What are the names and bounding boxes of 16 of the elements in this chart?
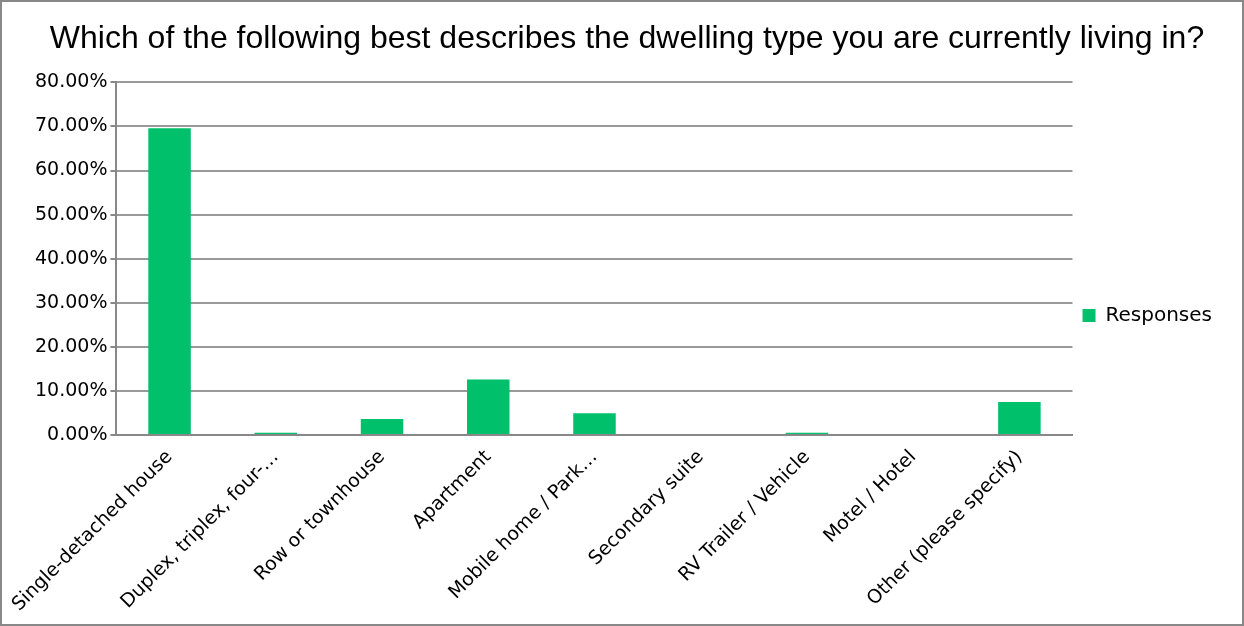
y-tick-label: 0.00% (47, 421, 108, 444)
bar (360, 419, 404, 434)
y-tick-label: 70.00% (34, 113, 108, 136)
y-tick-label: 80.00% (34, 69, 108, 92)
y-tick-label: 60.00% (34, 157, 108, 180)
bar (998, 401, 1041, 434)
y-tick-label: 20.00% (34, 333, 108, 356)
y-tick-label: 50.00% (34, 201, 108, 224)
bar (573, 413, 616, 434)
bar (467, 379, 510, 434)
bar (148, 128, 191, 434)
legend-label: Responses (1105, 301, 1213, 326)
chart-title: Which of the following best describes the dwelling type you are currently living in? (49, 19, 1205, 56)
y-tick-label: 40.00% (34, 245, 108, 268)
y-tick-label: 10.00% (34, 377, 108, 400)
y-tick-label: 30.00% (34, 289, 108, 312)
